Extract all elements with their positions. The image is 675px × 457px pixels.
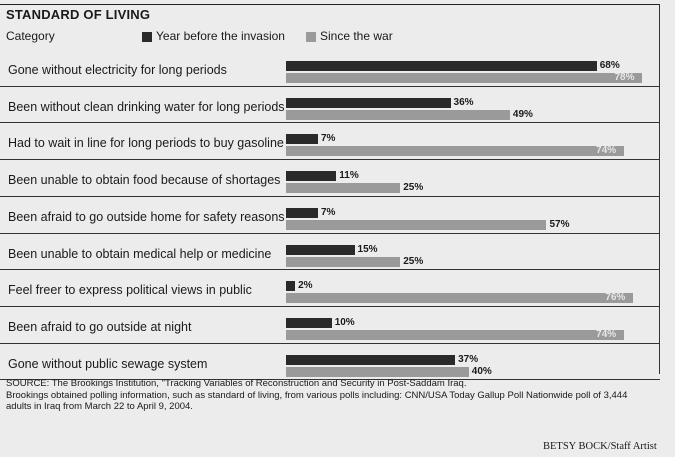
value-label-since: 57% <box>549 218 570 230</box>
right-rule <box>659 4 660 374</box>
legend-label-before: Year before the invasion <box>156 29 285 43</box>
value-label-before: 10% <box>334 316 355 328</box>
bar-since <box>286 293 634 304</box>
bar-since <box>286 73 643 83</box>
chart-title: STANDARD OF LIVING <box>6 7 151 22</box>
value-label-before: 2% <box>298 280 313 292</box>
bar-since <box>286 256 401 267</box>
value-label-since: 76% <box>605 292 626 304</box>
bar-before <box>286 281 296 292</box>
value-label-before: 15% <box>357 243 378 255</box>
value-label-before: 11% <box>339 170 359 182</box>
legend-swatch-since <box>306 32 316 42</box>
legend-swatch-before <box>142 32 152 42</box>
row-divider <box>0 305 660 307</box>
category-label: Had to wait in line for long periods to … <box>8 136 284 151</box>
category-label: Been unable to obtain medical help or me… <box>8 246 272 261</box>
value-label-since: 78% <box>614 72 635 83</box>
bar-since <box>286 183 401 194</box>
category-header: Category <box>6 29 55 43</box>
bar-before <box>286 171 337 182</box>
bar-since <box>286 329 625 340</box>
value-label-before: 36% <box>453 96 474 108</box>
bar-since <box>286 109 510 120</box>
value-label-before: 37% <box>458 353 479 365</box>
bar-before <box>286 354 456 365</box>
legend: Category Year before the invasion Since … <box>6 29 656 45</box>
row-divider <box>0 342 660 344</box>
value-label-since: 25% <box>403 255 424 267</box>
bar-before <box>286 207 318 218</box>
category-label: Been without clean drinking water for lo… <box>8 99 285 114</box>
bar-since <box>286 219 547 230</box>
value-label-since: 40% <box>471 365 492 377</box>
row-divider <box>0 379 660 381</box>
value-label-before: 7% <box>320 133 336 145</box>
category-label: Been afraid to go outside home for safet… <box>8 209 285 224</box>
legend-label-since: Since the war <box>320 29 393 43</box>
bar-since <box>286 146 625 157</box>
bar-before <box>286 61 597 71</box>
bar-before <box>286 244 355 255</box>
category-label: Been unable to obtain food because of sh… <box>8 173 281 188</box>
source-note: SOURCE: The Brookings Institution, "Trac… <box>6 378 651 413</box>
value-label-before: 68% <box>599 60 620 71</box>
bar-before <box>286 317 332 328</box>
row-divider <box>0 122 660 124</box>
artist-credit: BETSY BOCK/Staff Artist <box>543 441 657 452</box>
value-label-since: 74% <box>596 145 617 157</box>
category-label: Been afraid to go outside at night <box>8 319 192 334</box>
category-label: Gone without electricity for long period… <box>8 63 227 77</box>
row-divider <box>0 85 660 87</box>
value-label-before: 7% <box>320 206 336 218</box>
row-divider <box>0 159 660 161</box>
bar-before <box>286 134 318 145</box>
value-label-since: 74% <box>596 328 617 340</box>
source-line: adults in Iraq from March 22 to April 9,… <box>6 401 193 412</box>
category-label: Feel freer to express political views in… <box>8 283 252 298</box>
bar-before <box>286 97 451 108</box>
row-divider <box>0 232 660 234</box>
source-line: Brookings obtained polling information, … <box>6 389 628 401</box>
source-line: SOURCE: The Brookings Institution, "Trac… <box>6 378 467 389</box>
row-divider <box>0 195 660 197</box>
value-label-since: 25% <box>403 182 424 194</box>
top-rule <box>0 4 660 5</box>
value-label-since: 49% <box>512 108 533 120</box>
bar-since <box>286 366 469 377</box>
category-label: Gone without public sewage system <box>8 356 208 371</box>
row-divider <box>0 269 660 271</box>
